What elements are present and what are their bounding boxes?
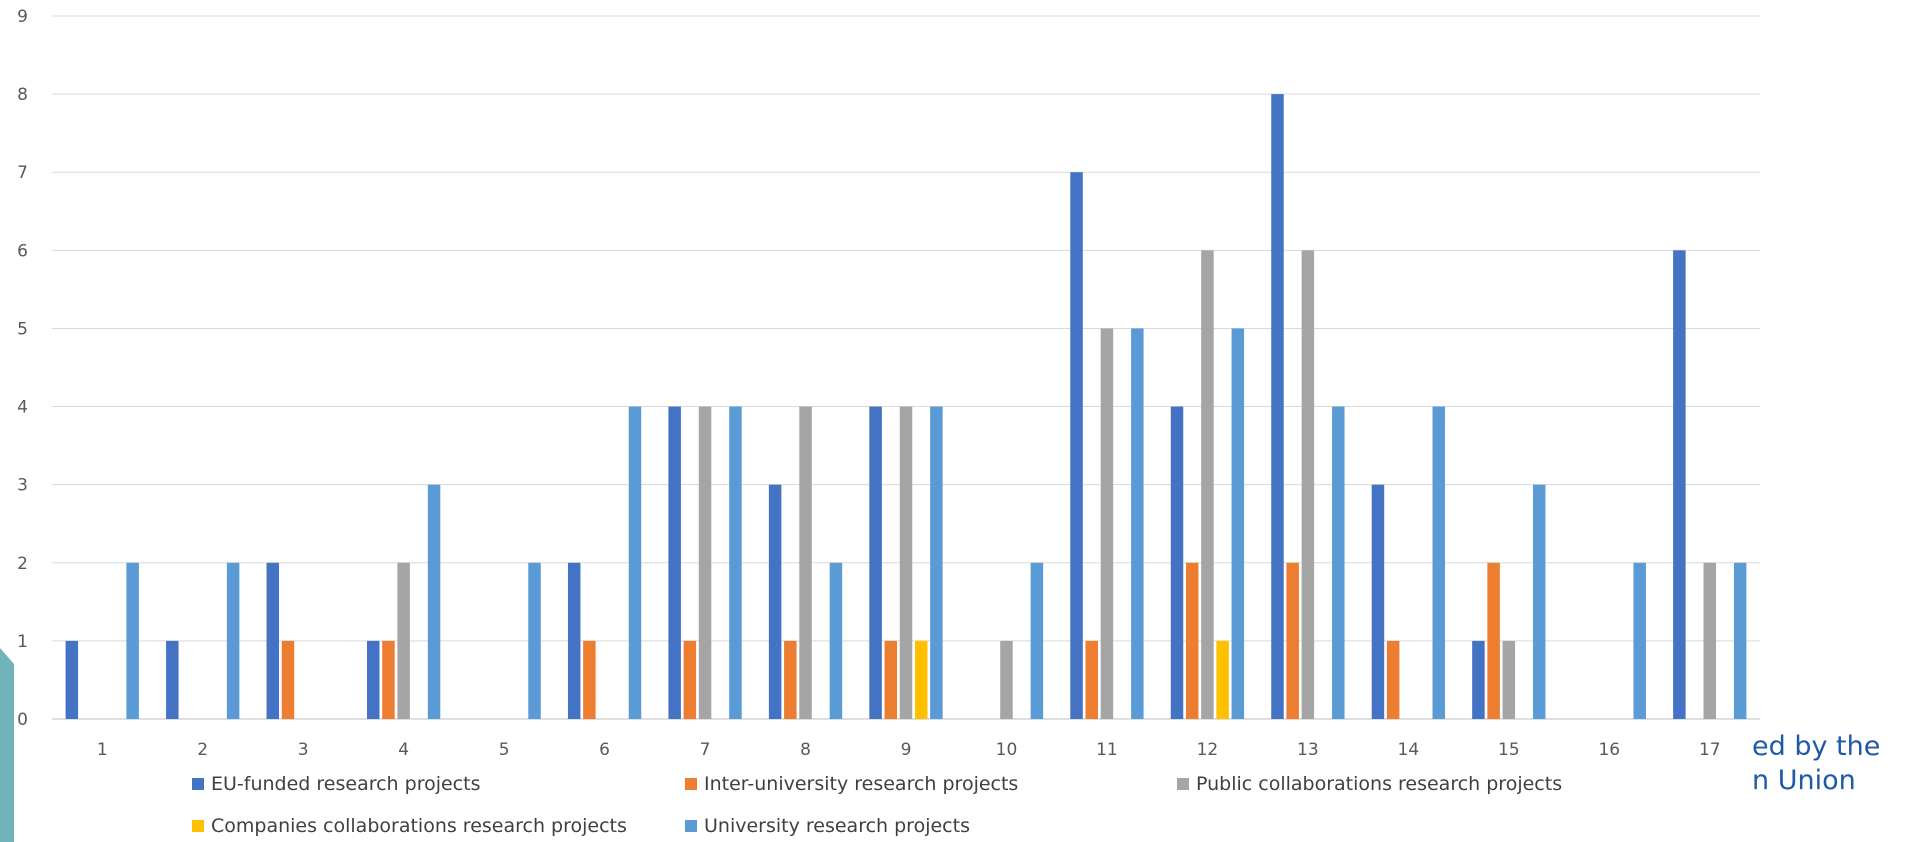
bar-series5-cat5 (528, 562, 541, 719)
x-tick-label: 2 (197, 740, 208, 760)
x-tick-label: 13 (1297, 740, 1319, 760)
legend: EU-funded research projects Inter-univers… (192, 773, 1562, 837)
x-tick-label: 15 (1498, 740, 1520, 760)
bar-series5-cat4 (427, 484, 441, 719)
bar-series3-cat4 (397, 562, 410, 719)
bar-series3-cat8 (799, 406, 812, 719)
bar-series5-cat13 (1332, 406, 1345, 719)
legend-swatch (192, 820, 204, 832)
legend-label: Inter-university research projects (704, 773, 1018, 795)
teal-side-shape (0, 648, 14, 842)
bar-series5-cat10 (1030, 562, 1044, 719)
bar-series2-cat7 (683, 640, 697, 719)
bar-series5-cat15 (1532, 484, 1546, 719)
y-axis: 0 1 2 3 4 5 6 7 8 9 (17, 7, 28, 730)
bar-series1-cat3 (266, 562, 280, 719)
bar-series4-cat12 (1216, 640, 1229, 719)
bar-series5-cat12 (1231, 328, 1245, 719)
y-tick-label: 9 (17, 7, 28, 27)
bar-series1-cat17 (1673, 250, 1686, 720)
x-tick-label: 8 (800, 740, 811, 760)
bar-series1-cat14 (1371, 484, 1385, 719)
y-tick-label: 8 (17, 85, 28, 105)
bar-series2-cat4 (382, 640, 395, 719)
bar-series1-cat2 (166, 640, 179, 719)
legend-swatch (685, 820, 697, 832)
bar-series5-cat14 (1432, 406, 1446, 719)
bar-series5-cat16 (1633, 562, 1646, 719)
x-tick-label: 12 (1197, 740, 1219, 760)
bar-series1-cat6 (567, 562, 581, 719)
bar-series2-cat8 (784, 640, 797, 719)
bar-series2-cat14 (1386, 640, 1400, 719)
bar-series1-cat7 (668, 406, 681, 719)
x-tick-label: 10 (996, 740, 1018, 760)
x-axis: 1 2 3 4 5 6 7 8 9 10 11 12 13 14 15 16 17 (97, 740, 1721, 760)
bar-series2-cat15 (1487, 562, 1500, 719)
y-tick-label: 5 (17, 319, 28, 339)
legend-label: Public collaborations research projects (1196, 773, 1562, 795)
bar-series5-cat6 (628, 406, 642, 719)
bar-series2-cat11 (1085, 640, 1098, 719)
x-tick-label: 1 (97, 740, 108, 760)
background-text-line1: ed by the (1752, 731, 1880, 762)
bar-series1-cat4 (366, 640, 380, 719)
bar-series3-cat17 (1703, 562, 1717, 719)
bar-series5-cat9 (930, 406, 943, 719)
x-tick-label: 3 (298, 740, 309, 760)
x-tick-label: 17 (1699, 740, 1721, 760)
bar-series4-cat9 (914, 640, 928, 719)
legend-swatch (192, 778, 204, 790)
bar-series3-cat13 (1301, 250, 1315, 720)
bar-series5-cat17 (1733, 562, 1747, 719)
bar-series5-cat2 (226, 562, 240, 719)
legend-label: University research projects (704, 815, 970, 837)
bar-series1-cat13 (1271, 94, 1284, 720)
bar-series3-cat9 (899, 406, 913, 719)
bar-series2-cat6 (583, 640, 596, 719)
bar-series1-cat12 (1170, 406, 1184, 719)
y-tick-label: 1 (17, 632, 28, 652)
bar-series2-cat13 (1286, 562, 1299, 719)
bar-series5-cat8 (829, 562, 843, 719)
bars (65, 94, 1747, 720)
x-tick-label: 11 (1096, 740, 1118, 760)
legend-label: EU-funded research projects (211, 773, 480, 795)
y-tick-label: 6 (17, 241, 28, 261)
bar-series1-cat11 (1070, 172, 1083, 719)
bar-series3-cat10 (1000, 640, 1013, 719)
y-tick-label: 4 (17, 398, 28, 418)
bar-series2-cat12 (1185, 562, 1199, 719)
x-tick-label: 9 (901, 740, 912, 760)
legend-swatch (685, 778, 697, 790)
background-text-line2: n Union (1752, 765, 1856, 796)
x-tick-label: 5 (499, 740, 510, 760)
bar-series5-cat11 (1131, 328, 1144, 719)
y-tick-label: 3 (17, 476, 28, 496)
bar-series3-cat11 (1100, 328, 1114, 719)
bar-series2-cat9 (884, 640, 898, 719)
x-tick-label: 14 (1398, 740, 1420, 760)
legend-swatch (1177, 778, 1189, 790)
bar-series2-cat3 (281, 640, 295, 719)
y-tick-label: 0 (17, 710, 28, 730)
y-tick-label: 2 (17, 554, 28, 574)
x-tick-label: 6 (599, 740, 610, 760)
bar-series1-cat1 (65, 640, 79, 719)
x-tick-label: 16 (1598, 740, 1620, 760)
bar-series3-cat7 (698, 406, 712, 719)
bar-series3-cat12 (1201, 250, 1214, 720)
bar-series5-cat1 (126, 562, 139, 719)
x-tick-label: 7 (700, 740, 711, 760)
legend-label: Companies collaborations research projec… (211, 815, 627, 837)
bar-series1-cat8 (768, 484, 782, 719)
bar-series1-cat15 (1472, 640, 1485, 719)
bar-series5-cat7 (729, 406, 742, 719)
bar-series1-cat9 (869, 406, 882, 719)
x-tick-label: 4 (398, 740, 409, 760)
bar-series3-cat15 (1502, 640, 1516, 719)
y-tick-label: 7 (17, 163, 28, 183)
